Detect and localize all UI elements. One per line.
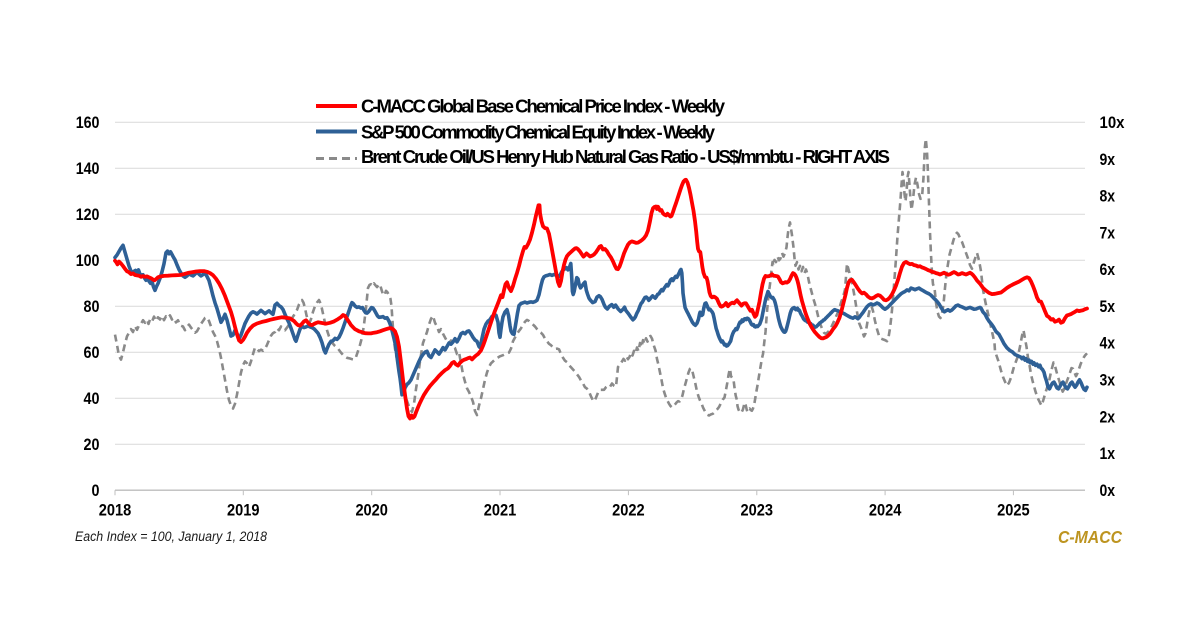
svg-text:6x: 6x (1100, 260, 1116, 279)
svg-text:9x: 9x (1100, 150, 1116, 169)
svg-text:1x: 1x (1100, 444, 1116, 463)
svg-text:2x: 2x (1100, 407, 1116, 426)
svg-text:7x: 7x (1100, 223, 1116, 242)
svg-text:0: 0 (92, 481, 100, 500)
svg-text:80: 80 (84, 297, 100, 316)
svg-text:Brent Crude Oil/US Henry Hub N: Brent Crude Oil/US Henry Hub Natural Gas… (361, 146, 890, 167)
svg-text:Each Index = 100, January 1, 2: Each Index = 100, January 1, 2018 (75, 529, 267, 544)
svg-text:10x: 10x (1100, 113, 1125, 132)
svg-text:2022: 2022 (612, 501, 645, 520)
svg-text:2018: 2018 (99, 501, 132, 520)
svg-text:8x: 8x (1100, 187, 1116, 206)
svg-text:2024: 2024 (869, 501, 902, 520)
svg-text:2021: 2021 (484, 501, 517, 520)
svg-text:2023: 2023 (741, 501, 774, 520)
svg-text:C-MACC: C-MACC (1058, 527, 1122, 547)
svg-text:3x: 3x (1100, 371, 1116, 390)
svg-text:40: 40 (84, 389, 100, 408)
svg-text:120: 120 (76, 205, 100, 224)
svg-text:0x: 0x (1100, 481, 1116, 500)
svg-text:2025: 2025 (997, 501, 1030, 520)
svg-text:100: 100 (76, 251, 100, 270)
svg-text:20: 20 (84, 435, 100, 454)
svg-text:4x: 4x (1100, 334, 1116, 353)
svg-text:C-MACC Global Base Chemical Pr: C-MACC Global Base Chemical Price Index … (361, 96, 726, 117)
svg-text:2019: 2019 (227, 501, 260, 520)
svg-text:160: 160 (76, 113, 100, 132)
svg-text:140: 140 (76, 159, 100, 178)
svg-text:5x: 5x (1100, 297, 1116, 316)
svg-text:S&P 500 Commodity Chemical Equ: S&P 500 Commodity Chemical Equity Index … (361, 121, 716, 142)
svg-text:60: 60 (84, 343, 100, 362)
svg-text:2020: 2020 (355, 501, 388, 520)
